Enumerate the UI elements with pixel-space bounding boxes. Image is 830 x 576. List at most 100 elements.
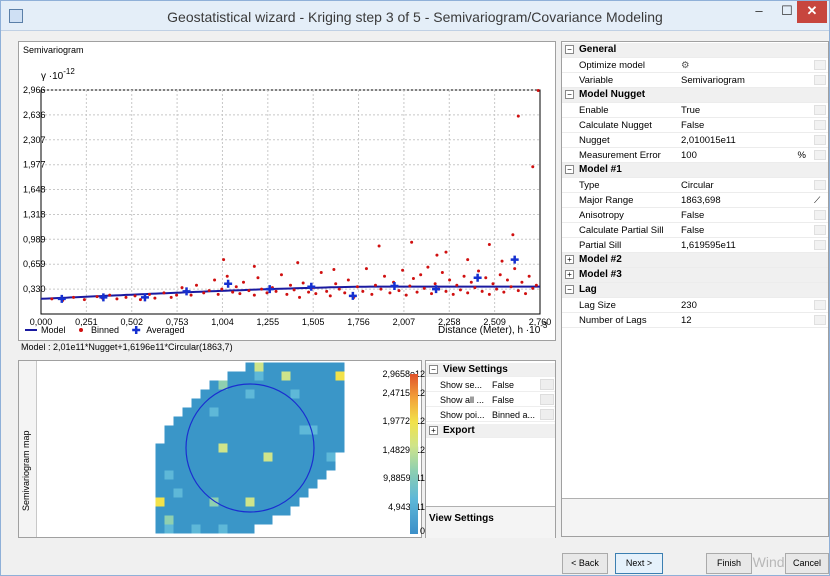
map-cell xyxy=(182,443,192,453)
binned-point xyxy=(260,287,264,291)
expand-icon[interactable]: + xyxy=(565,270,574,279)
map-cell xyxy=(263,497,273,507)
property-value[interactable]: Circular xyxy=(681,180,714,191)
property-row[interactable]: Major Range 1863,698 ⟋ xyxy=(562,193,828,208)
close-button[interactable]: ✕ xyxy=(797,1,827,23)
property-row[interactable]: Number of Lags 12 xyxy=(562,313,828,328)
dropdown-icon[interactable] xyxy=(814,150,826,160)
finish-button[interactable]: Finish xyxy=(706,553,752,574)
binned-point xyxy=(466,258,470,262)
map-cell xyxy=(326,362,336,372)
dropdown-icon[interactable] xyxy=(814,135,826,145)
collapse-icon[interactable]: − xyxy=(565,45,574,54)
dropdown-icon[interactable] xyxy=(814,105,826,115)
collapse-icon[interactable]: − xyxy=(429,365,438,374)
property-row[interactable]: Variable Semivariogram xyxy=(562,73,828,88)
map-cell xyxy=(272,470,282,480)
dropdown-icon[interactable] xyxy=(540,409,554,420)
dropdown-icon[interactable] xyxy=(814,75,826,85)
map-cell xyxy=(218,389,228,399)
dropdown-icon[interactable] xyxy=(814,240,826,250)
optimize-icon[interactable]: ⚙ xyxy=(681,60,690,71)
binned-point xyxy=(404,293,408,297)
property-row[interactable]: Lag Size 230 xyxy=(562,298,828,313)
property-row[interactable]: Calculate Partial Sill False xyxy=(562,223,828,238)
cancel-button[interactable]: Cancel xyxy=(785,553,829,574)
edit-icon[interactable]: ⟋ xyxy=(814,195,821,205)
map-cell xyxy=(245,416,255,426)
category-model1[interactable]: − Model #1 xyxy=(562,163,828,178)
property-name: Nugget xyxy=(579,135,610,146)
maximize-button[interactable]: ☐ xyxy=(781,3,793,18)
collapse-icon[interactable]: − xyxy=(565,285,574,294)
y-tick-label: 2,307 xyxy=(23,135,46,145)
category-model2[interactable]: + Model #2 xyxy=(562,253,828,268)
property-value[interactable]: False xyxy=(681,210,705,221)
map-cell xyxy=(200,515,210,525)
minimize-button[interactable]: – xyxy=(755,3,763,18)
map-cell xyxy=(317,416,327,426)
view-row-show-all[interactable]: Show all ... False xyxy=(426,393,555,407)
property-value[interactable]: 12 xyxy=(681,315,692,326)
map-cell xyxy=(263,488,273,498)
property-row[interactable]: Anisotropy False xyxy=(562,208,828,223)
expand-icon[interactable]: + xyxy=(429,426,438,435)
property-value[interactable]: 1863,698 xyxy=(681,195,721,206)
property-row[interactable]: Nugget 2,010015e11 xyxy=(562,133,828,148)
dropdown-icon[interactable] xyxy=(540,379,554,390)
collapse-icon[interactable]: − xyxy=(565,165,574,174)
property-row[interactable]: Partial Sill 1,619595e11 xyxy=(562,238,828,253)
category-title: Model #1 xyxy=(579,164,622,175)
map-cell xyxy=(218,425,228,435)
map-cell xyxy=(272,461,282,471)
dropdown-icon[interactable] xyxy=(540,394,554,405)
semivariogram-map[interactable] xyxy=(39,361,379,537)
dropdown-icon[interactable] xyxy=(814,315,826,325)
map-cell xyxy=(317,371,327,381)
property-value[interactable]: False xyxy=(681,225,705,236)
property-row[interactable]: Type Circular xyxy=(562,178,828,193)
property-row[interactable]: Measurement Error 100% xyxy=(562,148,828,163)
map-cell xyxy=(308,389,318,399)
map-cell xyxy=(218,479,228,489)
binned-point xyxy=(225,274,229,278)
dropdown-icon[interactable] xyxy=(814,300,826,310)
property-row[interactable]: Calculate Nugget False xyxy=(562,118,828,133)
property-row[interactable]: Optimize model ⚙ xyxy=(562,58,828,73)
property-value[interactable]: 2,010015e11 xyxy=(681,135,736,146)
expand-icon[interactable]: + xyxy=(565,255,574,264)
map-cell xyxy=(209,524,219,534)
property-row[interactable]: Enable True xyxy=(562,103,828,118)
dropdown-icon[interactable] xyxy=(814,120,826,130)
map-cell xyxy=(254,443,264,453)
next-button[interactable]: Next > xyxy=(615,553,663,574)
export-category[interactable]: + Export xyxy=(426,424,555,438)
property-value[interactable]: True xyxy=(681,105,701,116)
dropdown-icon[interactable] xyxy=(814,60,826,70)
property-value[interactable]: Semivariogram xyxy=(681,75,745,86)
back-button[interactable]: < Back xyxy=(562,553,608,574)
map-cell xyxy=(299,425,309,435)
collapse-icon[interactable]: − xyxy=(565,90,574,99)
dropdown-icon[interactable] xyxy=(814,225,826,235)
view-settings-category[interactable]: − View Settings xyxy=(426,363,555,377)
category-lag[interactable]: − Lag xyxy=(562,283,828,298)
view-row-show-points[interactable]: Show poi... Binned a... xyxy=(426,408,555,422)
category-nugget[interactable]: − Model Nugget xyxy=(562,88,828,103)
property-value[interactable]: 1,619595e11 xyxy=(681,240,736,251)
binned-point xyxy=(355,285,359,289)
binned-point xyxy=(162,291,166,295)
dropdown-icon[interactable] xyxy=(814,180,826,190)
map-cell xyxy=(308,398,318,408)
category-general[interactable]: − General xyxy=(562,43,828,58)
category-model3[interactable]: + Model #3 xyxy=(562,268,828,283)
semivariogram-chart[interactable]: 0,330 0,659 0,989 1,318 1,648 1,977 2,307 2,636… xyxy=(19,42,555,340)
property-value[interactable]: 230 xyxy=(681,300,697,311)
view-row-show-search[interactable]: Show se... False xyxy=(426,378,555,392)
property-value[interactable]: False xyxy=(681,120,705,131)
search-circle[interactable] xyxy=(185,383,315,513)
binned-point xyxy=(466,291,470,295)
property-value[interactable]: 100 xyxy=(681,150,697,161)
map-cell xyxy=(308,416,318,426)
dropdown-icon[interactable] xyxy=(814,210,826,220)
